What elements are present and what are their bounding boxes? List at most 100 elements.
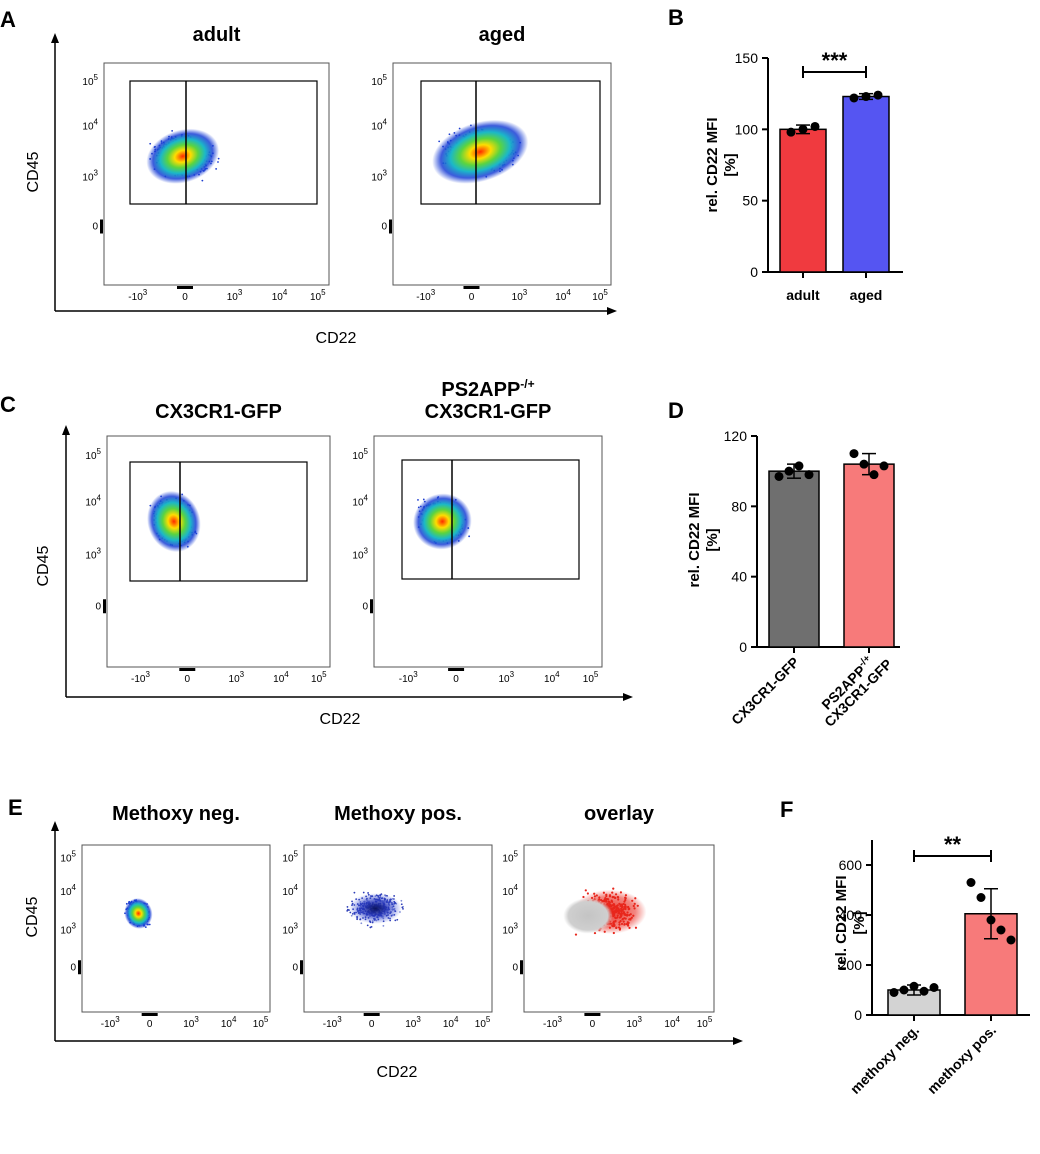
event-dot [393,895,396,897]
x-tick-label: -103 [131,670,150,685]
data-point [909,981,919,991]
x-tick-label: 0 [469,292,475,303]
event-dot [171,129,174,132]
plot-title: Methoxy pos. [334,803,462,825]
panel-label-e: E [8,795,23,820]
data-point [873,90,883,100]
y-tick-label: 200 [839,957,863,973]
y-axis-label: rel. CD22 MFI [686,492,703,587]
y-tick-label: 0 [92,222,98,233]
x-tick-label: 103 [626,1015,642,1030]
event-dot [400,899,403,902]
y-zero-marker [389,219,392,234]
x-tick-label: 105 [310,288,326,303]
y-tick-label: 105 [502,850,518,865]
x-tick-label: -103 [323,1015,342,1030]
event-dot [215,168,218,170]
x-zero-marker [141,1013,158,1016]
data-point [976,893,986,902]
event-dot [346,909,349,912]
y-tick-label: 0 [381,222,387,233]
x-tick-label: 103 [498,670,514,685]
event-dot-red [574,933,578,936]
y-tick-label: 400 [839,907,863,923]
data-point [986,915,996,925]
data-point [929,983,939,992]
x-tick-label: 104 [443,1015,459,1030]
y-tick-label: 0 [854,1007,862,1023]
x-zero-marker [448,668,465,671]
y-tick-label: 0 [750,264,758,280]
data-point [849,93,859,103]
y-tick-label: 104 [282,883,298,898]
y-tick-label: 104 [502,883,518,898]
event-dot [438,140,441,143]
y-zero-marker [100,219,103,234]
panel-label-b: B [668,5,684,30]
gate-rectangle [129,80,318,205]
y-tick-label: 104 [352,493,368,508]
event-dot [149,142,152,145]
x-tick-label: 103 [512,288,528,303]
data-point [786,127,796,137]
event-dot-red [584,889,587,892]
x-tick-label: -103 [399,670,418,685]
event-dot [353,891,356,894]
y-zero-marker [103,599,106,614]
data-point [798,124,808,134]
x-tick-label: 103 [227,288,243,303]
event-dot [402,907,404,910]
x-tick-label: -103 [416,288,435,303]
plot-title: PS2APP-/+ [441,377,534,401]
y-tick-label: 0 [95,601,101,612]
y-zero-marker [370,599,373,614]
density-core [124,898,153,929]
x-tick-label: 105 [583,670,599,685]
x-tick-label: 103 [405,1015,421,1030]
x-tick-label: 103 [229,670,245,685]
y-axis-label: CD45 [35,545,52,586]
y-tick-label: 150 [735,50,759,66]
data-point [849,449,859,459]
x-tick-label: 0 [590,1019,596,1030]
x-tick-label: 103 [183,1015,199,1030]
panel-label-a: A [0,7,16,32]
x-tick-label: 105 [475,1015,491,1030]
data-point [859,459,869,469]
x-tick-label: 104 [273,670,289,685]
y-tick-label: 0 [292,962,298,973]
y-tick-label: 50 [742,193,758,209]
x-category-label: methoxy pos. [924,1022,999,1097]
data-point [966,878,976,887]
event-dots [413,493,472,550]
event-dots [346,891,405,929]
event-dot [400,903,403,906]
y-tick-label: 80 [731,498,747,514]
plot-frame [373,435,603,668]
y-tick-label: 103 [371,169,387,184]
flow-plot: Methoxy neg. 105 104 103 0 -103 0 103 104 105 [60,803,271,1030]
data-point [784,466,794,476]
y-tick-label: 104 [82,118,98,133]
x-zero-marker [363,1013,380,1016]
data-point [899,985,909,995]
y-zero-marker [520,960,523,975]
x-tick-label: 0 [369,1019,375,1030]
density-core [146,128,220,184]
x-axis-label: CD22 [377,1064,418,1081]
flow-plot: overlay 105 104 103 0 -103 0 103 104 105 [502,803,715,1030]
x-tick-label: 104 [272,288,288,303]
y-axis-unit: [%] [704,528,721,551]
event-dot [362,891,365,894]
y-tick-label: 103 [85,546,101,561]
event-dot [394,919,397,922]
y-tick-label: 40 [731,569,747,585]
x-axis-label: CD22 [320,711,361,728]
plot-frame [106,435,331,668]
x-tick-label: 104 [221,1015,237,1030]
event-dot [201,179,204,182]
density-core [349,893,402,924]
x-tick-label: 104 [664,1015,680,1030]
